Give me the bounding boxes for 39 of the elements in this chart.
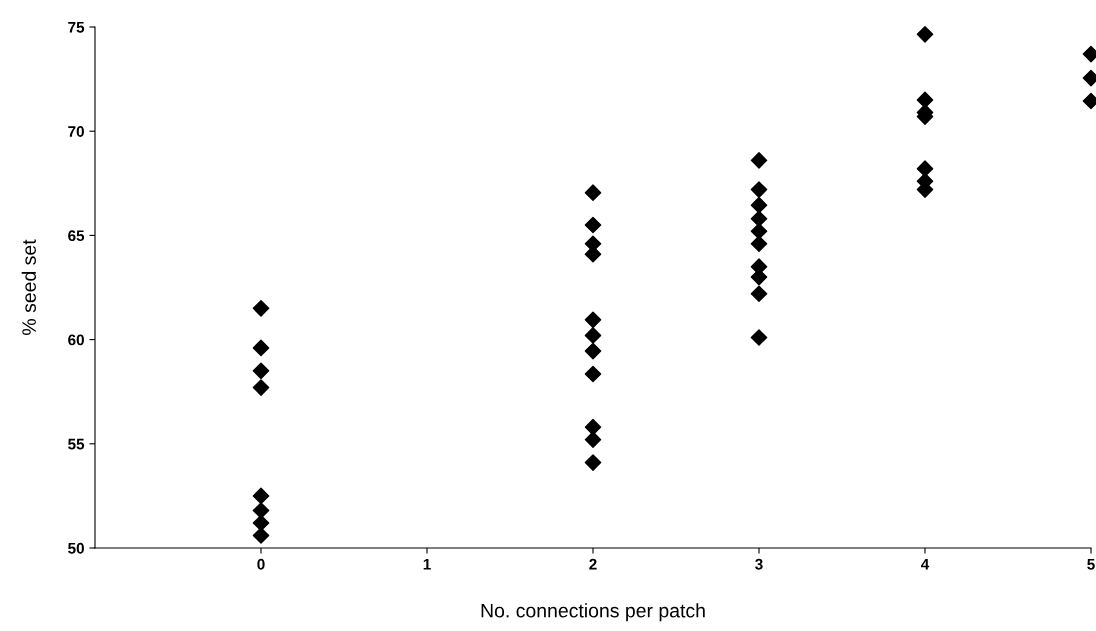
point <box>584 311 602 329</box>
point <box>750 329 768 346</box>
y-tick-label: 60 <box>68 334 84 346</box>
y-tick-label: 50 <box>68 542 84 554</box>
point <box>584 454 602 471</box>
point <box>750 285 768 303</box>
point <box>252 339 270 357</box>
y-axis-title: % seed set <box>21 239 36 335</box>
x-tick-label: 1 <box>423 558 431 570</box>
point <box>584 184 602 201</box>
x-tick-label: 5 <box>1087 558 1095 570</box>
point <box>584 431 602 448</box>
y-tick-label: 55 <box>68 438 85 450</box>
y-tick-label: 75 <box>68 22 85 33</box>
point <box>252 527 270 544</box>
point <box>584 216 602 234</box>
y-tick-label: 65 <box>68 230 85 242</box>
x-tick-label: 0 <box>257 558 265 570</box>
point <box>750 181 768 198</box>
point <box>916 91 934 109</box>
x-tick-label: 2 <box>589 558 597 570</box>
point <box>252 502 270 519</box>
point <box>584 365 602 383</box>
point <box>916 25 934 43</box>
point <box>750 196 768 214</box>
point <box>252 362 270 380</box>
point <box>252 487 270 505</box>
point <box>252 514 270 532</box>
point <box>750 235 768 253</box>
x-tick-label: 4 <box>920 558 930 570</box>
x-tick-label: 3 <box>755 558 763 570</box>
point <box>584 327 602 344</box>
point <box>584 342 602 360</box>
y-tick-label: 70 <box>68 126 84 137</box>
point <box>750 152 768 169</box>
x-axis-title: No. connections per patch <box>481 603 705 622</box>
point <box>252 300 270 317</box>
point <box>252 379 270 396</box>
point <box>584 418 602 436</box>
